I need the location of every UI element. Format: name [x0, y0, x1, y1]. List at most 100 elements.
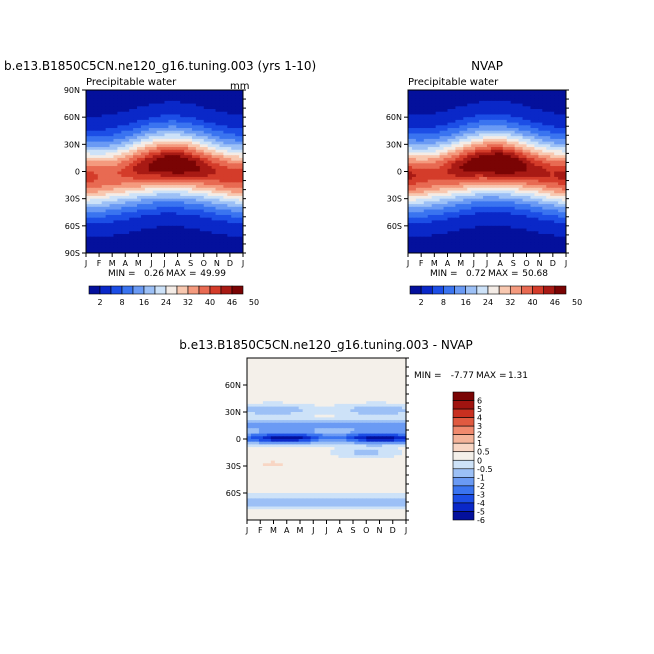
obs-field-cell — [542, 157, 547, 162]
obs-field-cell — [439, 223, 445, 227]
model-field-cell — [97, 247, 103, 251]
obs-field-cell — [518, 201, 524, 205]
model-field-cell — [223, 206, 228, 211]
model-field-cell — [89, 160, 95, 164]
obs-field-cell — [435, 168, 441, 173]
obs-field-cell — [518, 106, 524, 110]
obs-field-cell — [467, 155, 472, 159]
obs-field-cell — [550, 195, 555, 200]
obs-field-cell — [447, 138, 453, 143]
obs-field-cell — [526, 190, 532, 194]
obs-field-cell — [562, 98, 566, 102]
model-field-cell — [227, 195, 232, 200]
model-field-cell — [113, 133, 118, 137]
obs-field-cell — [498, 157, 504, 162]
model-field-cell — [239, 233, 243, 238]
obs-field-cell — [526, 163, 532, 167]
model-field-cell — [239, 242, 243, 246]
obs-field-cell — [439, 204, 445, 208]
obs-field-cell — [463, 90, 468, 94]
obs-field-cell — [415, 95, 421, 99]
obs-field-cell — [490, 233, 496, 238]
model-field-cell — [199, 217, 205, 221]
model-field-cell — [239, 239, 243, 243]
obs-field-cell — [534, 160, 539, 164]
obs-field-cell — [558, 95, 563, 99]
obs-field-cell — [443, 179, 449, 183]
model-field-cell — [113, 117, 118, 121]
obs-field-cell — [498, 144, 504, 148]
model-field-cell — [191, 114, 197, 118]
model-field-cell — [133, 95, 138, 99]
obs-field-cell — [463, 231, 468, 235]
model-field-cell — [172, 157, 177, 162]
model-field-cell — [199, 157, 205, 162]
obs-field-cell — [554, 98, 559, 102]
obs-field-cell — [487, 239, 492, 243]
obs-field-cell — [490, 168, 496, 173]
model-field-cell — [215, 125, 221, 129]
obs-field-cell — [467, 174, 472, 178]
model-field-cell — [109, 130, 115, 135]
obs-field-cell — [506, 130, 512, 135]
obs-field-cell — [463, 212, 468, 216]
model-field-cell — [97, 128, 103, 132]
obs-field-cell — [455, 119, 460, 124]
obs-field-cell — [562, 147, 566, 151]
obs-field-cell — [423, 195, 429, 200]
model-field-cell — [86, 136, 91, 140]
obs-field-cell — [546, 160, 551, 164]
model-field-cell — [203, 206, 209, 211]
model-field-cell — [144, 111, 150, 116]
model-field-cell — [219, 223, 224, 227]
obs-field-cell — [538, 174, 543, 178]
obs-field-cell — [534, 244, 539, 249]
model-field-cell — [176, 130, 181, 135]
model-field-cell — [235, 247, 240, 251]
obs-field-cell — [542, 220, 547, 224]
obs-field-cell — [490, 236, 496, 241]
obs-field-cell — [538, 166, 543, 170]
obs-field-cell — [558, 128, 563, 132]
obs-field-cell — [546, 130, 551, 135]
obs-field-cell — [530, 144, 535, 148]
model-field-cell — [195, 98, 201, 102]
model-field-cell — [89, 193, 95, 197]
obs-field-cell — [439, 195, 445, 200]
model-field-cell — [129, 100, 134, 105]
obs-field-cell — [427, 157, 433, 162]
model-field-cell — [137, 187, 142, 192]
model-field-cell — [117, 239, 122, 243]
model-field-cell — [105, 144, 111, 148]
model-field-cell — [235, 117, 240, 121]
obs-field-cell — [431, 111, 437, 116]
model-field-cell — [137, 247, 142, 251]
obs-field-cell — [510, 138, 516, 143]
model-field-cell — [113, 206, 118, 211]
model-field-cell — [137, 147, 142, 151]
obs-field-cell — [558, 163, 563, 167]
model-field-cell — [117, 155, 122, 159]
obs-field-cell — [510, 174, 516, 178]
model-field-cell — [152, 92, 158, 97]
obs-field-cell — [408, 133, 413, 137]
model-field-cell — [195, 217, 201, 221]
model-field-cell — [199, 233, 205, 238]
model-field-cell — [188, 214, 193, 219]
obs-field-cell — [435, 244, 441, 249]
obs-field-cell — [510, 163, 516, 167]
obs-field-cell — [538, 225, 543, 230]
obs-field-cell — [479, 231, 484, 235]
model-field-cell — [168, 100, 173, 105]
obs-field-cell — [487, 179, 492, 183]
model-field-cell — [235, 138, 240, 143]
obs-field-cell — [447, 195, 453, 200]
model-field-cell — [144, 217, 150, 221]
obs-field-cell — [455, 111, 460, 116]
obs-field-cell — [483, 98, 488, 102]
obs-field-cell — [487, 90, 492, 94]
model-field-cell — [164, 185, 170, 189]
obs-field-cell — [455, 141, 460, 145]
obs-field-cell — [550, 214, 555, 219]
model-field-cell — [172, 125, 177, 129]
